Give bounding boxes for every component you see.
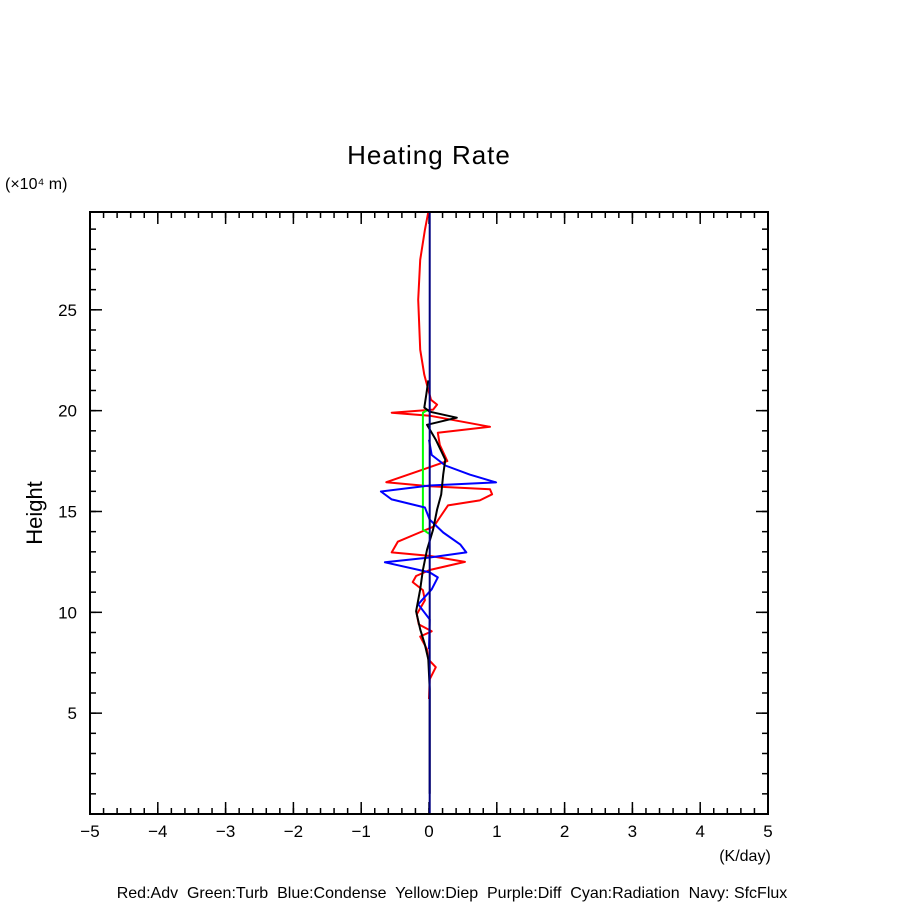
x-tick-label: 4 (695, 822, 704, 841)
y-tick-label: 10 (58, 603, 77, 622)
y-tick-label: 20 (58, 402, 77, 421)
x-tick-label: 5 (763, 822, 772, 841)
legend-text: Red:Adv Green:Turb Blue:Condense Yellow:… (117, 885, 788, 902)
series-line-adv (385, 211, 494, 700)
y-tick-label: 15 (58, 502, 77, 521)
series-line-total (415, 380, 458, 794)
y-tick-label: 25 (58, 301, 77, 320)
x-tick-label: 1 (492, 822, 501, 841)
axis-ticks: −5 −4 −3 −2 −1 0 1 2 3 4 5 5 10 15 20 25 (58, 212, 773, 841)
y-tick-label: 5 (68, 704, 77, 723)
x-tick-label: −4 (148, 822, 167, 841)
plot-frame (89, 211, 769, 815)
x-tick-label: −5 (80, 822, 99, 841)
series-line-turb (421, 408, 430, 535)
x-tick-label: −3 (216, 822, 235, 841)
x-tick-label: −1 (352, 822, 371, 841)
x-unit-label: (K/day) (719, 848, 771, 865)
chart-title: Heating Rate (347, 140, 511, 170)
series-line-condense (379, 439, 498, 650)
x-tick-label: −2 (284, 822, 303, 841)
series-group (379, 211, 498, 814)
y-axis-label: Height (22, 481, 47, 545)
x-tick-label: 2 (560, 822, 569, 841)
y-unit-label: (×10⁴ m) (5, 176, 67, 193)
x-tick-label: 0 (424, 822, 433, 841)
x-tick-label: 3 (628, 822, 637, 841)
